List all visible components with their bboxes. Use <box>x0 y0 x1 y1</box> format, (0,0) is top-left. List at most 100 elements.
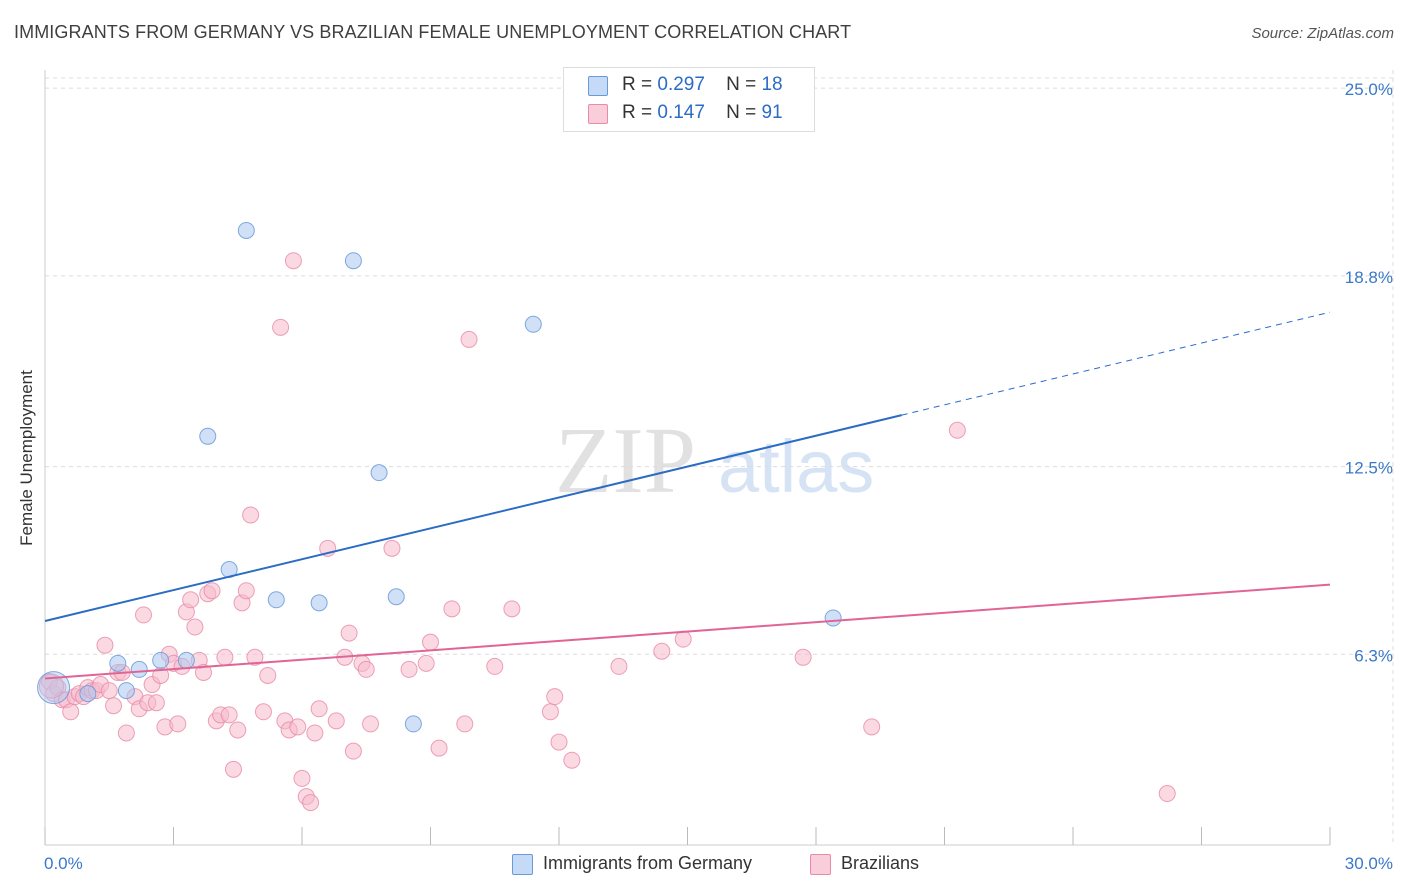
brazilians-point <box>100 682 118 700</box>
y-axis-label: Female Unemployment <box>17 370 36 546</box>
brazilians-point <box>383 539 401 557</box>
germany-point <box>37 671 71 705</box>
brazilians-point <box>216 648 234 666</box>
brazilians-point <box>38 673 64 699</box>
brazilians-point <box>135 606 153 624</box>
brazilians-point <box>220 706 238 724</box>
brazilians-point <box>224 760 242 778</box>
germany-point <box>310 594 328 612</box>
brazilians-point <box>284 252 302 270</box>
brazilians-point <box>203 582 221 600</box>
brazilians-point <box>362 715 380 733</box>
y-tick-label: 6.3% <box>1354 646 1393 665</box>
brazilians-point <box>147 694 165 712</box>
brazilians-point <box>541 703 559 721</box>
brazilians-point <box>340 624 358 642</box>
svg-text:ZIP: ZIP <box>555 409 696 513</box>
brazilians-point <box>246 648 264 666</box>
brazilians-point <box>254 703 272 721</box>
brazilians-point <box>546 688 564 706</box>
germany-point <box>267 591 285 609</box>
germany-point <box>524 315 542 333</box>
germany-trend-line <box>44 414 902 622</box>
germany-point <box>344 252 362 270</box>
brazilians-point <box>486 657 504 675</box>
brazilians-point <box>117 724 135 742</box>
brazilians-point <box>674 630 692 648</box>
brazilians-point <box>443 600 461 618</box>
n-value-germany: 18 <box>761 74 783 95</box>
brazilians-point <box>259 666 277 684</box>
germany-swatch <box>588 76 608 96</box>
brazilians-point <box>653 642 671 660</box>
brazilians-point <box>1158 785 1176 803</box>
germany-point <box>404 715 422 733</box>
brazilians-point <box>610 657 628 675</box>
brazilians-point <box>194 663 212 681</box>
legend-label-germany: Immigrants from Germany <box>543 853 753 873</box>
germany-point <box>177 651 195 669</box>
germany-point <box>199 427 217 445</box>
brazilians-point <box>242 506 260 524</box>
brazilians-point <box>306 724 324 742</box>
brazilians-trend-line <box>44 583 1331 680</box>
n-label: N = <box>726 102 757 123</box>
y-tick-label: 12.5% <box>1345 459 1393 478</box>
brazilians-point <box>96 636 114 654</box>
r-value-germany: 0.297 <box>657 74 705 95</box>
brazilians-point <box>302 794 320 812</box>
brazilians-point <box>460 330 478 348</box>
brazilians-point <box>272 318 290 336</box>
n-value-brazilians: 91 <box>761 102 783 123</box>
brazilians-point <box>456 715 474 733</box>
brazilians-point <box>310 700 328 718</box>
correlation-legend: R = 0.297 N = 18 R = 0.147 N = 91 <box>563 67 815 132</box>
brazilians-point <box>186 618 204 636</box>
r-label: R = <box>622 102 653 123</box>
chart-title: IMMIGRANTS FROM GERMANY VS BRAZILIAN FEM… <box>14 22 852 42</box>
brazilians-point <box>327 712 345 730</box>
brazilians-point <box>550 733 568 751</box>
r-value-brazilians: 0.147 <box>657 102 705 123</box>
brazilians-swatch <box>588 104 608 124</box>
y-tick-label: 25.0% <box>1345 80 1393 99</box>
brazilians-point <box>563 751 581 769</box>
brazilians-point <box>237 582 255 600</box>
brazilians-point <box>430 739 448 757</box>
brazilians-point <box>948 421 966 439</box>
tick-labels: 6.3% 12.5% 18.8% 25.0% 0.0% 30.0% <box>44 80 1393 873</box>
germany-point <box>152 651 170 669</box>
trend-lines <box>44 311 1331 680</box>
germany-point <box>237 221 255 239</box>
germany-point <box>117 682 135 700</box>
n-label: N = <box>726 74 757 95</box>
germany-point <box>109 654 127 672</box>
brazilians-point <box>62 703 80 721</box>
brazilians-point <box>863 718 881 736</box>
r-label: R = <box>622 74 653 95</box>
brazilians-point <box>422 633 439 651</box>
brazilians-point <box>229 721 247 739</box>
brazilians-legend-swatch <box>810 854 831 875</box>
brazilians-point <box>344 742 362 760</box>
source-label: Source: ZipAtlas.com <box>1251 25 1394 42</box>
legend-label-brazilians: Brazilians <box>841 853 920 873</box>
brazilians-point <box>105 697 123 715</box>
brazilians-points <box>38 79 1176 812</box>
brazilians-point <box>417 654 435 672</box>
germany-legend-swatch <box>512 854 533 875</box>
brazilians-point <box>289 718 307 736</box>
germany-point <box>370 464 388 482</box>
brazilians-point <box>169 715 187 733</box>
x-tick-label: 30.0% <box>1345 854 1393 873</box>
brazilians-point <box>794 648 812 666</box>
germany-points <box>37 221 842 733</box>
germany-point <box>130 660 148 678</box>
germany-trend-extension <box>901 311 1331 416</box>
brazilians-point <box>182 591 200 609</box>
x-tick-label: 0.0% <box>44 854 83 873</box>
y-tick-label: 18.8% <box>1345 268 1393 287</box>
brazilians-point <box>357 660 375 678</box>
brazilians-point <box>503 600 521 618</box>
